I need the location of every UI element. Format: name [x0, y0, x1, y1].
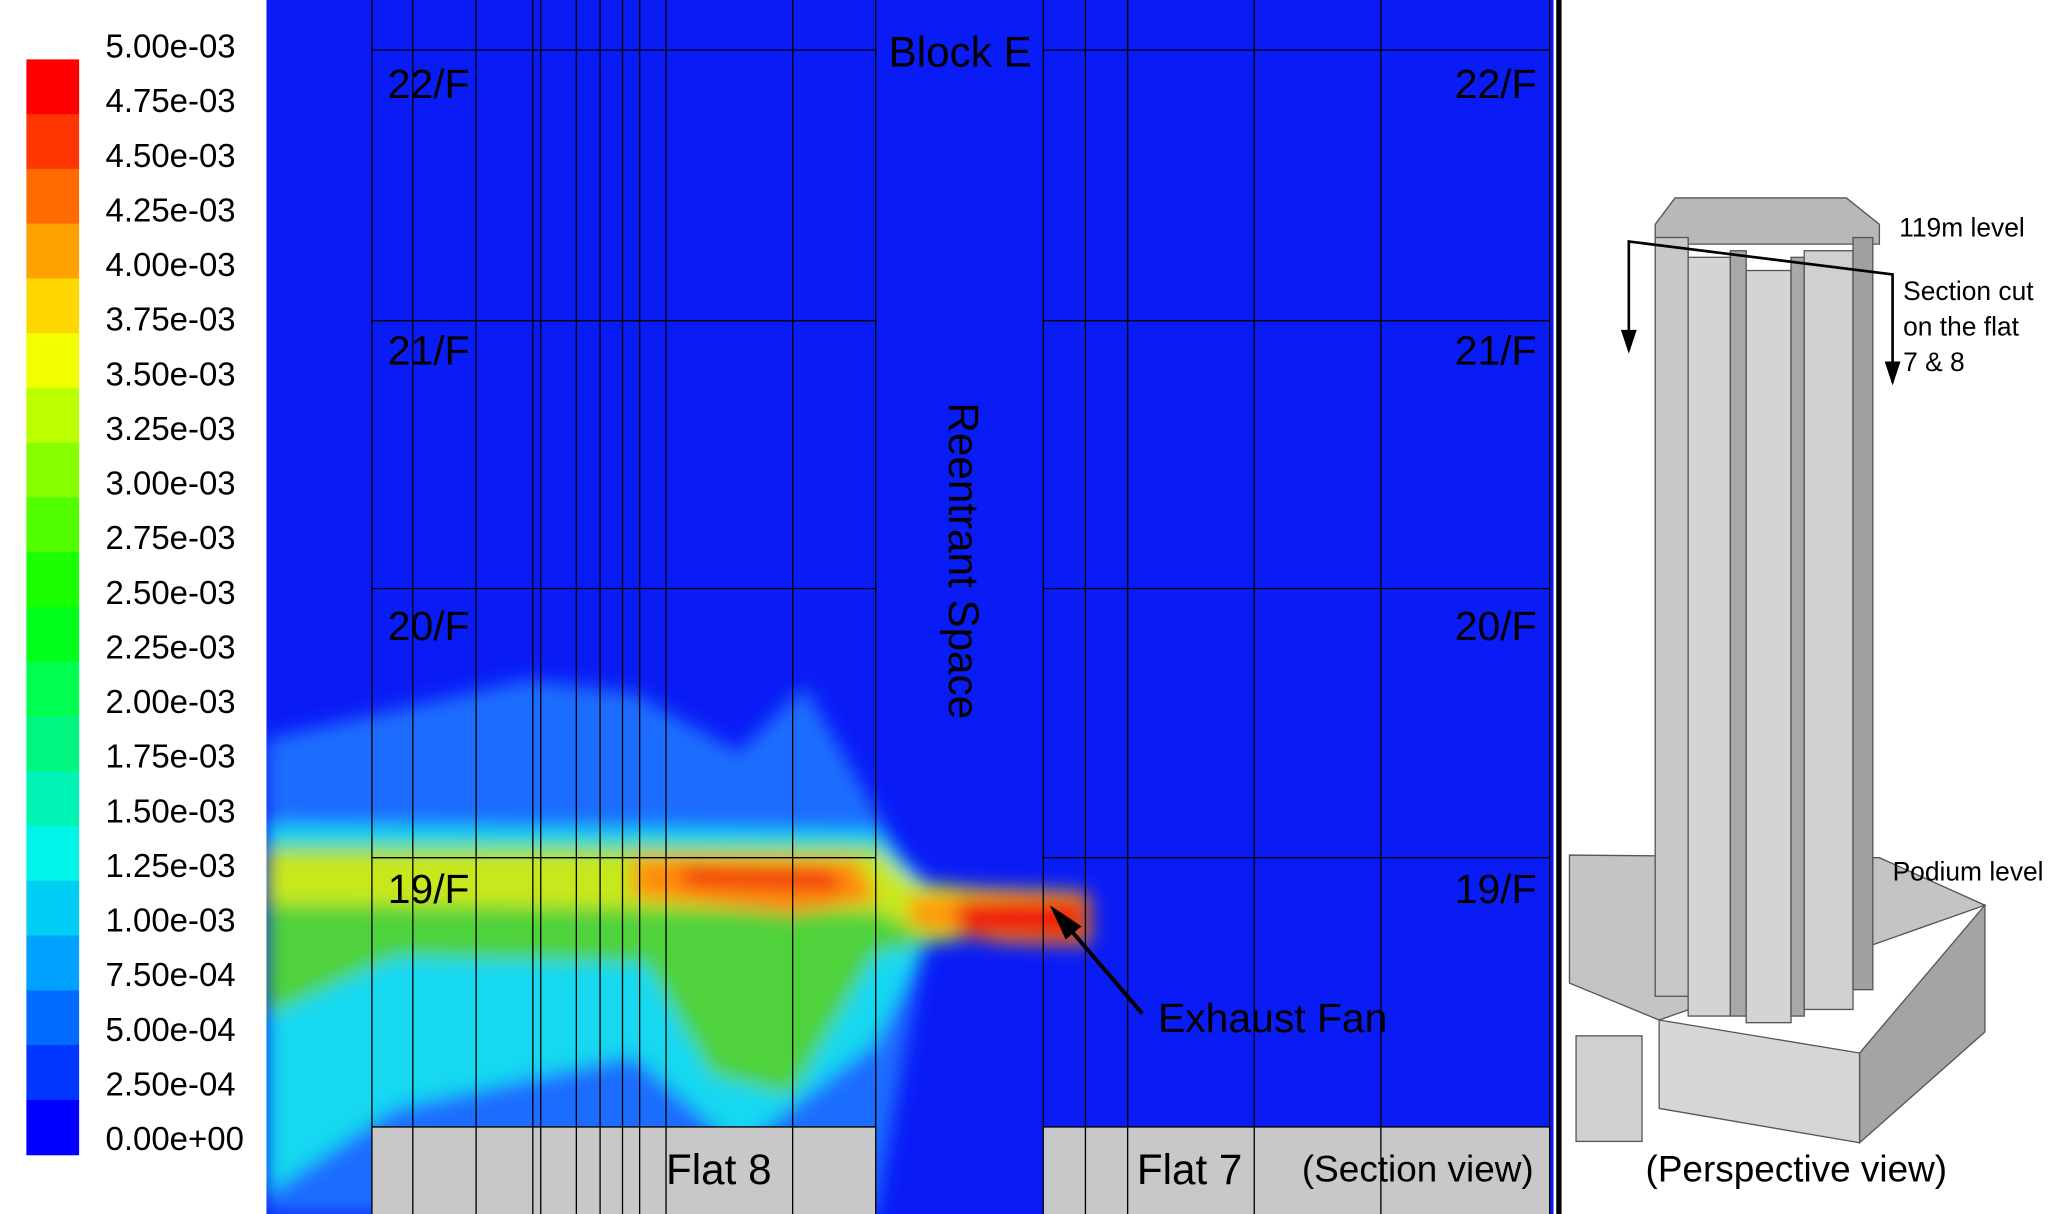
colorbar-band — [26, 224, 79, 279]
floor-label: 22/F — [388, 61, 470, 107]
colorbar-label: 2.75e-03 — [106, 519, 236, 556]
colorbar-band — [26, 771, 79, 826]
annotation-label: Exhaust Fan — [1158, 995, 1387, 1041]
colorbar-band — [26, 552, 79, 607]
view-label: (Perspective view) — [1646, 1149, 1948, 1190]
flat-base — [372, 1127, 876, 1214]
block-label: Block E — [889, 29, 1032, 76]
floor-label: 21/F — [1455, 327, 1537, 373]
colorbar-band — [26, 278, 79, 333]
floor-label: 20/F — [388, 603, 470, 649]
flat-label: Flat 7 — [1137, 1146, 1243, 1193]
cut-label: on the flat — [1903, 312, 2019, 342]
colorbar-label: 1.00e-03 — [106, 902, 236, 939]
colorbar-label: 3.00e-03 — [106, 465, 236, 502]
colorbar-label: 4.25e-03 — [106, 191, 236, 228]
colorbar-label: 2.50e-04 — [106, 1066, 236, 1103]
floor-label: 22/F — [1455, 61, 1537, 107]
flat-label: Flat 8 — [666, 1146, 772, 1193]
colorbar-band — [26, 59, 79, 114]
colorbar-label: 1.75e-03 — [106, 738, 236, 775]
colorbar-band — [26, 333, 79, 388]
colorbar-label: 7.50e-04 — [106, 956, 236, 993]
view-label: (Section view) — [1302, 1149, 1534, 1190]
colorbar-label: 3.50e-03 — [106, 355, 236, 392]
colorbar-label: 3.75e-03 — [106, 301, 236, 338]
floor-label: 20/F — [1455, 603, 1537, 649]
colorbar-band — [26, 936, 79, 991]
colorbar-band — [26, 717, 79, 772]
colorbar: 5.00e-03 4.75e-03 4.50e-03 4.25e-03 4.00e-03… — [26, 28, 244, 1158]
colorbar-band — [26, 662, 79, 717]
level-label: 119m level — [1899, 213, 2025, 243]
cut-label: 7 & 8 — [1903, 347, 1965, 377]
floor-label: 19/F — [1455, 866, 1537, 912]
floor-label: 21/F — [388, 327, 470, 373]
colorbar-band — [26, 826, 79, 881]
colorbar-label: 1.50e-03 — [106, 792, 236, 829]
colorbar-label: 4.75e-03 — [106, 82, 236, 119]
colorbar-band — [26, 169, 79, 224]
colorbar-band — [26, 881, 79, 936]
reentrant-label: Reentrant Space — [940, 402, 987, 719]
colorbar-label: 4.00e-03 — [106, 246, 236, 283]
level-label: Podium level — [1893, 857, 2044, 887]
colorbar-label: 2.00e-03 — [106, 683, 236, 720]
colorbar-band — [26, 1045, 79, 1100]
colorbar-band — [26, 497, 79, 552]
colorbar-label: 3.25e-03 — [106, 410, 236, 447]
cut-label: Section cut — [1903, 276, 2034, 306]
colorbar-label: 5.00e-03 — [106, 28, 236, 65]
colorbar-band — [26, 1100, 79, 1155]
colorbar-label: 2.25e-03 — [106, 628, 236, 665]
colorbar-band — [26, 114, 79, 169]
colorbar-band — [26, 607, 79, 662]
figure: 5.00e-03 4.75e-03 4.50e-03 4.25e-03 4.00e-03… — [0, 0, 2068, 1214]
colorbar-label: 1.25e-03 — [106, 847, 236, 884]
colorbar-band — [26, 990, 79, 1045]
colorbar-band — [26, 443, 79, 498]
colorbar-label: 4.50e-03 — [106, 137, 236, 174]
page: 5.00e-03 4.75e-03 4.50e-03 4.25e-03 4.00e-03… — [0, 0, 2068, 1214]
floor-label: 19/F — [388, 866, 470, 912]
colorbar-label: 0.00e+00 — [106, 1120, 244, 1157]
colorbar-label: 2.50e-03 — [106, 574, 236, 611]
colorbar-label: 5.00e-04 — [106, 1011, 236, 1048]
colorbar-band — [26, 388, 79, 443]
